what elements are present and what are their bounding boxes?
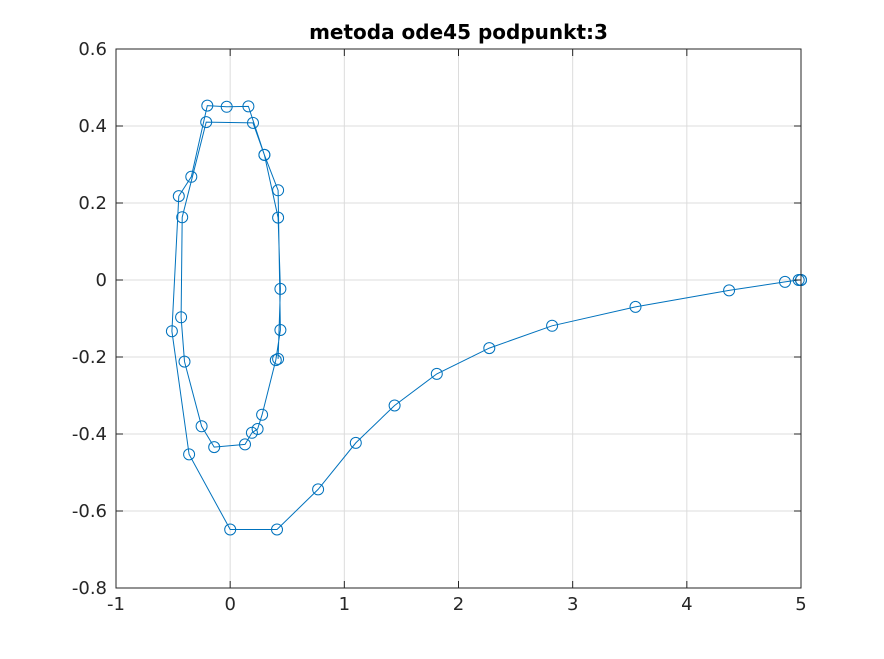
data-point bbox=[175, 311, 188, 324]
data-point bbox=[242, 100, 255, 113]
data-point bbox=[208, 441, 221, 454]
data-point bbox=[256, 408, 269, 421]
data-point bbox=[245, 426, 258, 439]
x-tick-label: 5 bbox=[795, 594, 806, 615]
y-tick-label: -0.4 bbox=[72, 424, 107, 445]
data-point bbox=[483, 342, 496, 355]
tick-labels: -1 0 1 2 3 4 5 -0.8 -0.6 -0.4 -0.2 0 0.2 0.4 0.6 bbox=[72, 39, 807, 615]
data-point bbox=[312, 483, 325, 496]
data-point bbox=[349, 436, 362, 449]
data-point bbox=[195, 420, 208, 433]
data-point bbox=[200, 116, 213, 129]
x-tick-label: 1 bbox=[339, 594, 350, 615]
y-tick-label: 0.2 bbox=[78, 193, 107, 214]
y-tick-label: 0.4 bbox=[78, 116, 107, 137]
series-line bbox=[171, 105, 801, 530]
data-point bbox=[178, 355, 191, 368]
data-point bbox=[201, 99, 214, 112]
data-point bbox=[185, 170, 198, 183]
grid-lines bbox=[115, 48, 802, 589]
data-point bbox=[183, 448, 196, 461]
x-tick-label: 4 bbox=[681, 594, 692, 615]
y-tick-label: -0.8 bbox=[72, 578, 107, 599]
y-tick-label: 0 bbox=[96, 270, 107, 291]
data-point bbox=[272, 352, 285, 365]
data-point bbox=[220, 100, 233, 113]
data-point bbox=[271, 523, 283, 536]
x-tick-label: 2 bbox=[453, 594, 464, 615]
data-point bbox=[258, 148, 271, 161]
x-tick-label: 0 bbox=[224, 594, 235, 615]
tick-marks bbox=[115, 48, 802, 589]
data-point bbox=[723, 284, 736, 297]
data-point bbox=[272, 184, 285, 197]
data-series bbox=[165, 99, 807, 536]
data-point bbox=[247, 116, 259, 129]
data-point bbox=[172, 190, 185, 203]
data-point bbox=[792, 274, 805, 286]
data-point bbox=[269, 354, 282, 367]
chart-title: metoda ode45 podpunkt:3 bbox=[309, 20, 608, 44]
data-point bbox=[274, 324, 287, 336]
data-point bbox=[176, 211, 189, 224]
x-tick-label: 3 bbox=[567, 594, 578, 615]
y-tick-label: 0.6 bbox=[78, 39, 107, 60]
data-point bbox=[546, 319, 559, 332]
data-point bbox=[165, 325, 178, 338]
data-point bbox=[239, 438, 251, 451]
x-tick-label: -1 bbox=[107, 594, 125, 615]
data-point bbox=[779, 275, 791, 288]
data-point bbox=[629, 300, 642, 313]
data-point bbox=[430, 367, 443, 380]
y-tick-label: -0.6 bbox=[72, 501, 107, 522]
data-point bbox=[224, 523, 237, 536]
y-tick-label: -0.2 bbox=[72, 347, 107, 368]
data-point bbox=[274, 282, 287, 295]
data-point bbox=[272, 211, 285, 224]
data-point bbox=[388, 399, 401, 412]
